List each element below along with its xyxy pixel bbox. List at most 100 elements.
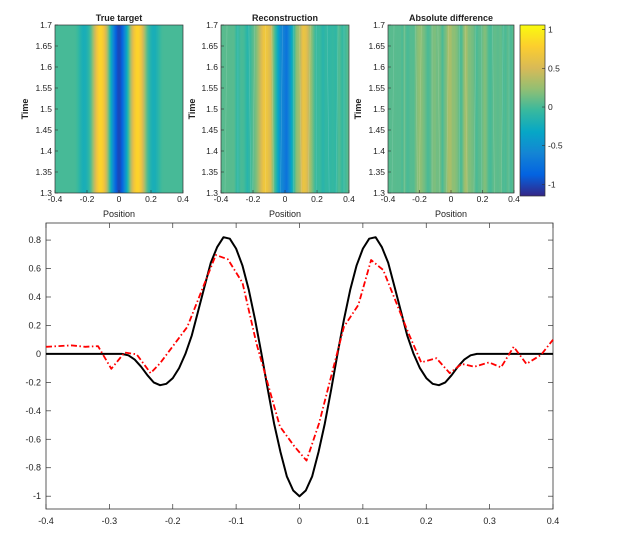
x-tick-label: 0: [117, 194, 122, 204]
x-tick-label: 0.4: [547, 516, 560, 526]
panel-1-title: True target: [96, 13, 143, 23]
y-tick-label: 1.7: [40, 20, 52, 30]
y-tick-label: -0.2: [25, 377, 41, 387]
y-tick-label: 1.6: [373, 62, 385, 72]
contour-line: [446, 24, 449, 194]
y-tick-label: 1.7: [373, 20, 385, 30]
x-tick-label: -0.2: [80, 194, 95, 204]
y-tick-label: -1: [33, 491, 41, 501]
y-tick-label: 1.55: [201, 83, 218, 93]
y-tick-label: 1.65: [201, 41, 218, 51]
y-tick-label: 1.6: [40, 62, 52, 72]
contour-line: [252, 24, 256, 194]
y-tick-label: 1.7: [206, 20, 218, 30]
colorbar-tick-label: -0.5: [548, 141, 563, 151]
y-tick-label: 1.4: [40, 146, 52, 156]
x-tick-label: -0.2: [246, 194, 261, 204]
contour-line: [280, 24, 283, 194]
contour-line: [492, 24, 495, 194]
y-tick-label: 0.2: [28, 320, 41, 330]
x-tick-label: 0.4: [508, 194, 520, 204]
panel-1-ylabel: Time: [20, 99, 30, 120]
x-tick-label: 0.4: [177, 194, 189, 204]
y-tick-label: 1.55: [35, 83, 52, 93]
y-tick-label: 1.45: [35, 125, 52, 135]
colorbar-tick-label: -1: [548, 179, 556, 189]
contour-line: [308, 24, 311, 194]
x-tick-label: 0: [283, 194, 288, 204]
y-tick-label: 1.35: [368, 167, 385, 177]
y-tick-label: 1.55: [368, 83, 385, 93]
contour-line: [473, 24, 477, 194]
y-tick-label: 1.45: [368, 125, 385, 135]
y-tick-label: 1.4: [373, 146, 385, 156]
y-tick-label: -0.6: [25, 434, 41, 444]
panel-3-xlabel: Position: [435, 209, 467, 219]
y-tick-label: 1.3: [373, 188, 385, 198]
x-tick-label: -0.1: [228, 516, 244, 526]
y-tick-label: 1.5: [40, 104, 52, 114]
contour-line: [299, 24, 302, 194]
colorbar-tick-label: 1: [548, 25, 553, 35]
y-tick-label: 1.35: [35, 167, 52, 177]
panel-1-xlabel: Position: [103, 209, 135, 219]
y-tick-label: 0.4: [28, 292, 41, 302]
panel-3-title: Absolute difference: [409, 13, 493, 23]
y-tick-label: 1.45: [201, 125, 218, 135]
contour-line: [224, 24, 228, 194]
x-tick-label: 0: [449, 194, 454, 204]
y-tick-label: 1.3: [206, 188, 218, 198]
x-tick-label: 0.2: [145, 194, 157, 204]
colorbar: [519, 24, 546, 197]
contour-line: [326, 24, 330, 194]
panel-2-ylabel: Time: [187, 99, 197, 120]
contour-line: [500, 24, 504, 194]
y-tick-label: 1.65: [368, 41, 385, 51]
contour-line: [248, 24, 252, 194]
heatmap-2: [221, 25, 349, 193]
y-tick-label: 1.3: [40, 188, 52, 198]
colorbar-tick-label: 0.5: [548, 63, 560, 73]
y-tick-label: 0.6: [28, 264, 41, 274]
y-tick-label: -0.4: [25, 406, 41, 416]
y-tick-label: 1.5: [206, 104, 218, 114]
x-tick-label: 0.4: [343, 194, 355, 204]
contour-line: [464, 24, 468, 194]
y-tick-label: 1.4: [206, 146, 218, 156]
x-tick-label: 0: [297, 516, 302, 526]
panel-2-title: Reconstruction: [252, 13, 318, 23]
colorbar-tick-label: 0: [548, 102, 553, 112]
contour-line: [419, 24, 422, 194]
y-tick-label: 1.5: [373, 104, 385, 114]
contour-line: [271, 24, 274, 194]
x-tick-label: -0.4: [38, 516, 54, 526]
y-tick-label: 0.8: [28, 235, 41, 245]
x-tick-label: 0.2: [477, 194, 489, 204]
heatmap-1: [55, 25, 183, 193]
x-tick-label: -0.3: [102, 516, 118, 526]
contour-line: [415, 24, 418, 194]
x-tick-label: -0.4: [214, 194, 229, 204]
x-tick-label: -0.4: [48, 194, 63, 204]
x-tick-label: -0.2: [412, 194, 427, 204]
panel-2-xlabel: Position: [269, 209, 301, 219]
y-tick-label: 1.6: [206, 62, 218, 72]
y-tick-label: 1.35: [201, 167, 218, 177]
heatmap-3: [388, 25, 514, 193]
x-tick-label: -0.2: [165, 516, 181, 526]
line-plot-axes: [45, 222, 554, 510]
x-tick-label: 0.2: [420, 516, 433, 526]
y-tick-label: 1.65: [35, 41, 52, 51]
y-tick-label: 0: [36, 349, 41, 359]
y-tick-label: -0.8: [25, 463, 41, 473]
x-tick-label: 0.3: [483, 516, 496, 526]
x-tick-label: 0.1: [357, 516, 370, 526]
x-tick-label: -0.4: [381, 194, 396, 204]
series-reconstruction: [45, 254, 554, 462]
contour-line: [335, 24, 339, 194]
contour-line: [437, 24, 441, 194]
contour-line: [391, 24, 395, 194]
panel-3-ylabel: Time: [353, 99, 363, 120]
